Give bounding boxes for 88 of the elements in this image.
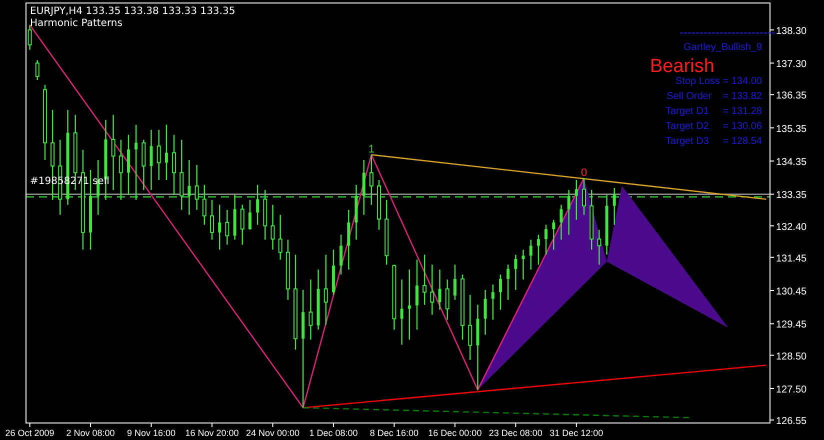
annotation: 0 — [581, 166, 588, 179]
candlestick — [468, 294, 472, 361]
candlestick — [324, 254, 328, 326]
candlestick — [498, 274, 502, 310]
candlestick — [134, 124, 138, 200]
candlestick — [188, 159, 191, 216]
candlestick — [612, 187, 616, 226]
candlestick — [270, 204, 275, 250]
y-tick-label: 136.35 — [776, 90, 808, 102]
x-tick-label: 31 Dec 12:00 — [550, 428, 604, 438]
candlestick — [567, 189, 570, 236]
candlestick — [491, 284, 494, 320]
candlestick — [362, 159, 366, 216]
x-tick-label: 9 Nov 16:00 — [126, 428, 176, 438]
y-tick-label: 130.45 — [776, 286, 808, 298]
text: Harmonic Patterns — [30, 18, 122, 29]
candlestick — [156, 129, 161, 181]
annotation: Bearish — [650, 56, 714, 77]
candlestick — [369, 154, 374, 206]
candlestick — [529, 239, 532, 270]
chart-title: EURJPY,H4 133.35 133.38 133.33 133.35 — [30, 6, 236, 17]
x-tick-label: 26 Oct 2009 — [5, 428, 54, 438]
annotation: Target D1 = 131.28 — [666, 106, 762, 117]
annotation: 1 — [368, 144, 375, 156]
annotation: Stop Loss = 134.00 — [676, 76, 762, 87]
annotation: Target D2 = 130.06 — [666, 121, 762, 132]
x-tick-label: 8 Dec 16:00 — [370, 428, 418, 438]
y-tick-label: 135.35 — [776, 124, 808, 135]
candlestick — [597, 229, 602, 266]
candlestick — [164, 124, 168, 181]
candlestick — [582, 177, 586, 216]
candlestick — [180, 139, 184, 210]
candlestick — [240, 204, 244, 246]
annotation: Target D3 = 128.54 — [666, 136, 762, 147]
x-tick-label: 16 Dec 00:00 — [428, 428, 482, 438]
y-tick-label: 129.45 — [776, 320, 808, 331]
candlestick — [574, 179, 578, 220]
candlestick — [438, 269, 442, 310]
candlestick — [408, 269, 411, 340]
candlestick — [400, 278, 404, 346]
x-tick-label: 24 Nov 00:00 — [246, 428, 300, 438]
x-tick-label: 23 Dec 08:00 — [488, 428, 542, 438]
candlestick — [202, 184, 206, 226]
candlestick — [150, 129, 153, 191]
x-tick-label: 2 Nov 08:00 — [66, 428, 115, 438]
candlestick — [308, 278, 313, 340]
candlestick — [126, 134, 130, 196]
candlestick — [506, 264, 510, 300]
y-tick-label: 126.55 — [776, 416, 808, 428]
candlestick — [194, 164, 199, 210]
y-tick-label: 132.40 — [776, 222, 808, 233]
candlestick — [142, 139, 146, 191]
candlestick — [172, 134, 176, 196]
annotation: Gartley_Bullish_9 — [684, 42, 762, 53]
candlestick — [415, 259, 418, 330]
candlestick — [278, 214, 282, 260]
candlestick — [218, 204, 222, 250]
candlestick — [514, 254, 518, 290]
y-tick-label: 134.35 — [776, 157, 808, 168]
y-tick-label: 133.35 — [776, 190, 808, 202]
candlestick — [248, 199, 252, 230]
candlestick — [445, 278, 450, 320]
y-tick-label: 128.50 — [776, 351, 808, 362]
candlestick — [522, 249, 525, 280]
annotation: Sell Order = 133.82 — [666, 91, 762, 102]
candlestick — [484, 289, 487, 336]
x-tick-label: 1 Dec 08:00 — [309, 428, 358, 438]
y-tick-label: 127.50 — [776, 384, 808, 396]
candlestick — [256, 184, 260, 226]
candlestick — [536, 234, 540, 266]
candlestick — [111, 114, 116, 191]
candlestick — [544, 224, 548, 256]
candlestick — [28, 24, 32, 50]
candlestick — [422, 254, 427, 306]
candlestick — [453, 264, 456, 300]
candlestick — [210, 199, 214, 240]
candlestick — [347, 209, 350, 270]
candlestick — [552, 219, 556, 250]
candlestick — [225, 209, 230, 246]
x-tick-label: 16 Nov 20:00 — [185, 428, 239, 438]
candlestick — [560, 204, 563, 240]
candlestick — [430, 264, 434, 316]
candlestick — [35, 60, 40, 81]
candlestick — [118, 139, 123, 200]
y-tick-label: 138.30 — [776, 26, 808, 37]
candlestick — [340, 234, 343, 276]
y-tick-label: 131.45 — [776, 253, 808, 264]
y-tick-label: 137.30 — [776, 59, 808, 70]
